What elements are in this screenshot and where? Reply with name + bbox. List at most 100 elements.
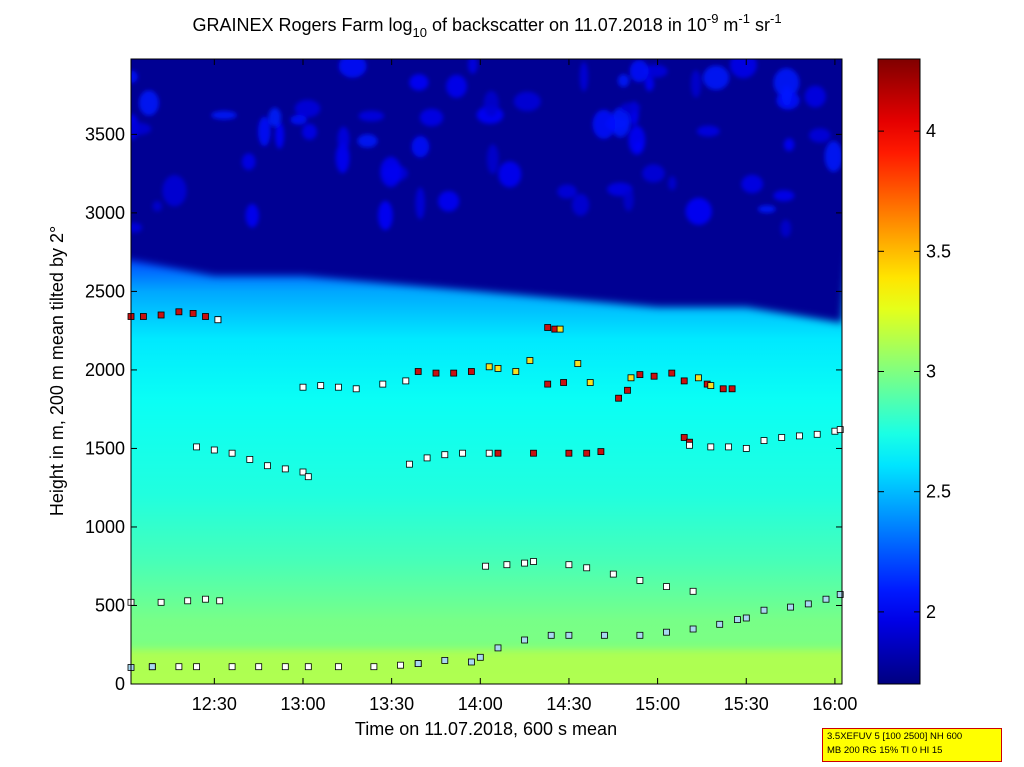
y-tick-label: 1000: [85, 517, 125, 537]
layer-marker: [414, 368, 422, 375]
backscatter-speckle: [131, 70, 138, 84]
layer-marker: [804, 600, 812, 608]
layer-marker: [686, 441, 693, 449]
layer-marker: [627, 374, 635, 382]
layer-marker: [494, 449, 502, 457]
layer-marker: [544, 380, 552, 388]
layer-marker: [423, 454, 431, 462]
parameter-line-1: 3.5XEFUV 5 [100 2500] NH 600: [827, 731, 963, 742]
layer-marker: [707, 382, 715, 390]
layer-marker: [405, 460, 413, 468]
backscatter-speckle: [294, 99, 321, 118]
backscatter-speckle: [358, 110, 385, 122]
layer-marker: [450, 369, 458, 377]
layer-marker: [317, 382, 325, 390]
surface-layer-region: [131, 649, 842, 684]
layer-marker: [565, 631, 573, 639]
backscatter-speckle: [302, 123, 317, 140]
layer-marker: [836, 591, 844, 598]
layer-marker: [521, 636, 528, 644]
layer-marker: [663, 583, 670, 590]
layer-marker: [370, 663, 378, 671]
backscatter-speckle: [409, 74, 429, 91]
layer-marker: [601, 631, 608, 639]
backscatter-speckle: [696, 125, 720, 137]
layer-marker: [760, 437, 768, 445]
layer-marker: [695, 374, 702, 382]
layer-marker: [560, 379, 567, 386]
layer-marker: [836, 426, 844, 434]
layer-marker: [228, 449, 236, 457]
backscatter-speckle: [483, 90, 499, 117]
colorbar-tick-label: 2.5: [926, 482, 951, 502]
backscatter-speckle: [642, 164, 665, 183]
layer-marker: [668, 369, 676, 377]
backscatter-speckle: [773, 68, 800, 98]
backscatter-speckle: [152, 200, 163, 212]
y-tick-label: 2000: [85, 360, 125, 380]
y-tick-label: 3000: [85, 203, 125, 223]
layer-marker: [636, 577, 644, 584]
layer-marker: [556, 325, 564, 333]
layer-marker: [689, 625, 697, 633]
colorbar-tick-label: 2: [926, 602, 936, 622]
colorbar-tick-label: 3.5: [926, 241, 951, 261]
backscatter-speckle: [268, 107, 282, 127]
parameter-box: 3.5XEFUV 5 [100 2500] NH 600 MB 200 RG 1…: [822, 728, 1002, 762]
backscatter-speckle: [241, 153, 256, 171]
y-tick-label: 500: [95, 595, 125, 615]
backscatter-speckle: [685, 197, 712, 225]
backscatter-speckle: [357, 134, 378, 148]
backscatter-speckle: [415, 187, 426, 220]
layer-marker: [597, 448, 605, 456]
layer-marker: [526, 357, 534, 364]
layer-marker: [482, 562, 490, 570]
parameter-line-2: MB 200 RG 15% TI 0 HI 15: [827, 745, 943, 756]
layer-marker: [299, 383, 307, 391]
layer-marker: [402, 377, 410, 385]
layer-marker: [304, 663, 312, 671]
backscatter-speckle: [776, 91, 800, 110]
layer-marker: [281, 663, 289, 671]
backscatter-speckle: [783, 138, 795, 152]
backscatter-speckle: [245, 203, 259, 228]
backscatter-speckle: [131, 122, 152, 136]
layer-marker: [485, 363, 493, 371]
layer-marker: [441, 451, 449, 459]
backscatter-speckle: [138, 90, 159, 116]
backscatter-speckle: [780, 219, 792, 238]
cloud-layer-markers: [127, 308, 844, 671]
layer-marker: [574, 360, 582, 368]
layer-marker: [796, 432, 803, 440]
y-axis-ticks: 0 500 1000 1500 2000 2500 3000 3500: [85, 124, 842, 694]
backscatter-speckle: [773, 190, 795, 202]
layer-marker: [432, 369, 440, 377]
backscatter-speckle: [690, 70, 702, 98]
layer-marker: [565, 449, 573, 457]
backscatter-speckle: [620, 102, 641, 113]
layer-marker: [624, 386, 631, 394]
backscatter-speckle: [486, 144, 499, 175]
backscatter-speckle: [729, 59, 757, 79]
layer-marker: [609, 570, 617, 578]
layer-marker: [547, 631, 555, 639]
layer-marker: [680, 434, 688, 441]
colorbar-tick-label: 4: [926, 121, 936, 141]
x-tick-label: 14:00: [458, 694, 503, 714]
colorbar-tick-label: 3: [926, 362, 936, 382]
backscatter-speckle: [628, 125, 646, 155]
layer-marker: [663, 628, 670, 636]
layer-marker: [822, 595, 830, 603]
y-tick-label: 1500: [85, 438, 125, 458]
layer-marker: [175, 663, 183, 671]
layer-marker: [202, 313, 209, 320]
backscatter-speckle: [290, 114, 307, 125]
layer-marker: [813, 430, 821, 438]
x-axis-ticks: 12:30 13:00 13:30 14:00 14:30 15:00 15:30 16:00: [192, 59, 857, 714]
backscatter-speckle: [629, 60, 649, 83]
layer-marker: [379, 380, 387, 388]
layer-marker: [139, 313, 147, 320]
heatmap-field: [131, 59, 842, 684]
layer-marker: [281, 465, 289, 473]
